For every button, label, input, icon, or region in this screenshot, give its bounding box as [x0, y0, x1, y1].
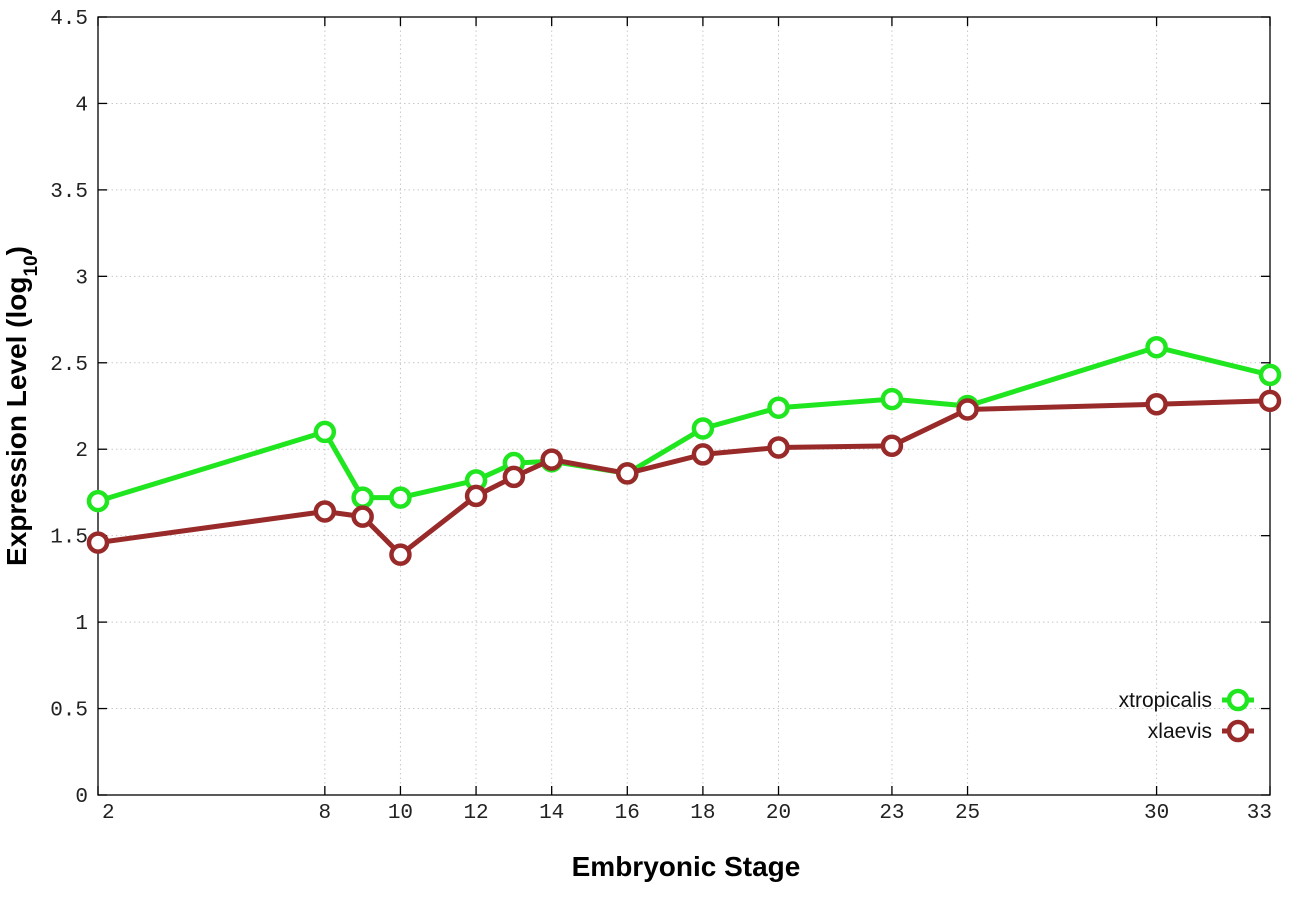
x-tick-label: 25 [955, 802, 980, 825]
x-tick-label: 8 [319, 802, 332, 825]
x-tick-label: 30 [1144, 802, 1169, 825]
y-tick-label: 1.5 [50, 527, 88, 550]
y-tick-label: 3 [75, 267, 88, 290]
y-tick-label: 4.5 [50, 8, 88, 31]
data-point [1145, 335, 1168, 359]
x-tick-label: 18 [690, 802, 715, 825]
data-point [956, 398, 979, 421]
series-xtropicalis [86, 335, 1282, 513]
legend: xtropicalis xlaevis [1119, 688, 1254, 743]
data-point [691, 417, 715, 440]
y-axis-title-subscript: 10 [21, 255, 42, 276]
grid-lines [98, 17, 1270, 795]
x-tick-label: 10 [388, 802, 413, 825]
data-point [880, 387, 904, 411]
data-point [767, 436, 790, 459]
x-tick-label: 33 [1247, 802, 1272, 825]
x-tick-label: 23 [879, 802, 904, 825]
series-xlaevis [86, 389, 1282, 566]
y-tick-label: 0 [75, 786, 88, 809]
x-axis-title: Embryonic Stage [572, 851, 801, 882]
data-point [1258, 363, 1282, 387]
legend-label: xlaevis [1148, 720, 1212, 743]
x-tick-label: 12 [463, 802, 488, 825]
series-line [97, 344, 1271, 504]
y-tick-label: 1 [75, 613, 88, 636]
data-point [616, 462, 639, 485]
y-axis-title-main: Expression Level (log [1, 277, 32, 566]
data-point [351, 505, 374, 528]
data-point [86, 531, 110, 554]
y-axis-title: Expression Level (log10) [1, 246, 42, 566]
y-tick-label: 2 [75, 440, 88, 463]
data-point [464, 484, 488, 508]
legend-marker [1226, 719, 1250, 743]
data-point [1145, 393, 1168, 416]
y-tick-label: 0.5 [50, 700, 88, 723]
data-point [313, 420, 337, 444]
x-axis: 2 8 10 12 14 16 18 20 23 25 30 33 [97, 17, 1272, 825]
series-group [86, 335, 1282, 566]
data-point [1258, 389, 1282, 413]
legend-marker [1226, 688, 1250, 712]
data-point [313, 500, 337, 523]
x-tick-label: 16 [615, 802, 640, 825]
data-point [540, 448, 563, 471]
series-line [97, 398, 1271, 558]
legend-label: xtropicalis [1119, 689, 1212, 712]
y-tick-label: 3.5 [50, 181, 88, 204]
data-point [691, 443, 715, 466]
y-tick-label: 2.5 [50, 354, 88, 377]
data-point [86, 489, 110, 513]
y-axis-title-close: ) [1, 246, 32, 255]
x-tick-label: 20 [766, 802, 791, 825]
y-axis: 0 0.5 1 1.5 2 2.5 3 3.5 4 4.5 [50, 8, 1270, 809]
data-point [767, 396, 790, 419]
data-point [880, 434, 904, 458]
data-point [351, 486, 374, 509]
y-tick-label: 4 [75, 94, 88, 117]
x-tick-label: 2 [102, 802, 115, 825]
data-point [389, 543, 412, 566]
x-tick-label: 14 [539, 802, 564, 825]
data-point [389, 486, 412, 509]
data-point [502, 465, 526, 489]
